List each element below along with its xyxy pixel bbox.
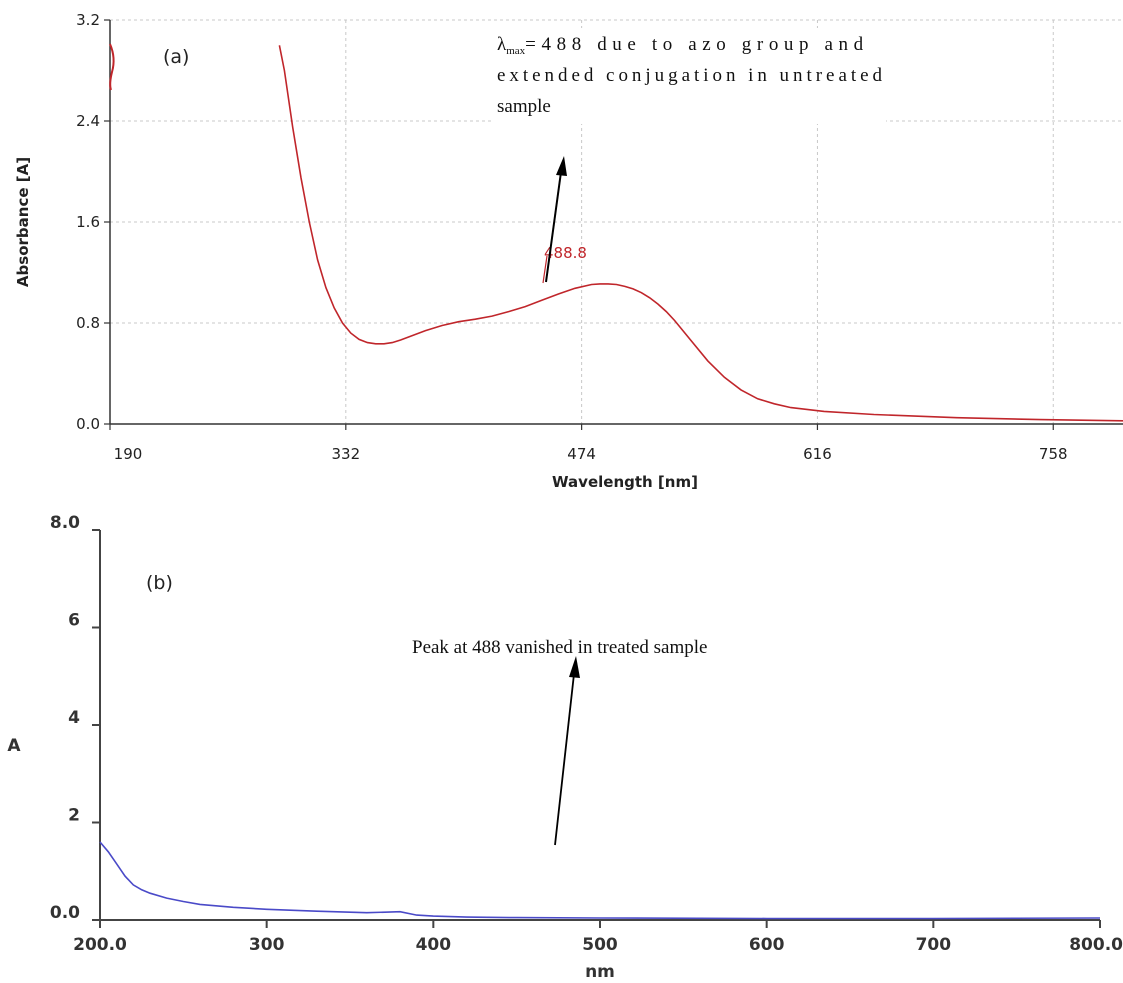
panel-b-note: Peak at 488 vanished in treated sample <box>412 637 707 658</box>
panel-a-y-tick-label: 2.4 <box>76 112 100 130</box>
panel-b-x-ticks: 200.0 300 400 500 600 700 800.0 <box>73 920 1123 955</box>
panel-b-arrow-head <box>569 656 580 678</box>
panel-b-annotation-arrow <box>554 673 575 846</box>
panel-b-x-tick-label: 500 <box>582 935 618 955</box>
panel-b-x-tick-label: 200.0 <box>73 935 127 955</box>
panel-a-y-tick-label: 1.6 <box>76 213 100 231</box>
panel-a-arrow-head <box>556 156 567 176</box>
panel-a-edge-artifact <box>109 43 115 91</box>
panel-a-y-tick-label: 3.2 <box>76 11 100 29</box>
panel-b-absorbance-curve <box>99 841 1101 920</box>
panel-a-peak-label: 488.8 <box>544 244 587 262</box>
panel-b-x-axis-title: nm <box>585 962 615 982</box>
panel-b-y-tick-label: 0.0 <box>50 903 80 923</box>
panel-b-chart: 0.0 2 4 6 8.0 200.0 300 400 500 600 700 800.0 nm A… <box>7 513 1123 982</box>
panel-a-chart: 0.0 0.8 1.6 2.4 3.2 190 332 474 616 758 Waveleng… <box>14 11 1123 491</box>
panel-b-y-tick-label: 6 <box>68 611 80 631</box>
panel-b-y-tick-label: 4 <box>68 708 80 728</box>
panel-b-y-axis-title: A <box>7 736 21 756</box>
panel-a-absorbance-curve <box>278 45 1123 422</box>
panel-a-x-ticks: 190 332 474 616 758 <box>109 424 1068 463</box>
panel-a-x-axis-title: Wavelength [nm] <box>552 473 698 491</box>
panel-b-y-tick-label: 2 <box>68 806 80 826</box>
panel-a-y-tick-label: 0.0 <box>76 415 100 433</box>
panel-a-note-line3: sample <box>497 96 551 117</box>
panel-b-x-tick-label: 300 <box>249 935 285 955</box>
panel-a-y-axis-title: Absorbance [A] <box>14 157 32 287</box>
panel-b-x-tick-label: 800.0 <box>1069 935 1123 955</box>
panel-a-y-tick-label: 0.8 <box>76 314 100 332</box>
panel-a-peak-marker <box>542 255 548 284</box>
panel-a-x-tick-label: 474 <box>567 445 596 463</box>
panel-a-x-tick-label: 616 <box>803 445 832 463</box>
panel-a-x-tick-label: 332 <box>331 445 360 463</box>
panel-b-y-tick-label: 8.0 <box>50 513 80 533</box>
panel-b-x-tick-label: 700 <box>916 935 952 955</box>
panel-b-x-tick-label: 400 <box>416 935 452 955</box>
panel-a-note-backdrop <box>494 28 886 124</box>
lambda-symbol: λ <box>497 34 507 55</box>
panel-b-label: (b) <box>146 572 173 594</box>
panel-a-x-tick-label: 758 <box>1039 445 1068 463</box>
panel-a-label: (a) <box>163 46 189 68</box>
lambda-subscript: max <box>506 45 525 57</box>
panel-a-y-ticks: 0.0 0.8 1.6 2.4 3.2 <box>76 11 110 433</box>
panel-a-annotation-arrow <box>545 171 562 283</box>
panel-a-x-tick-label: 190 <box>114 445 143 463</box>
panel-b-y-ticks: 0.0 2 4 6 8.0 <box>50 513 100 923</box>
panel-b-x-tick-label: 600 <box>749 935 785 955</box>
